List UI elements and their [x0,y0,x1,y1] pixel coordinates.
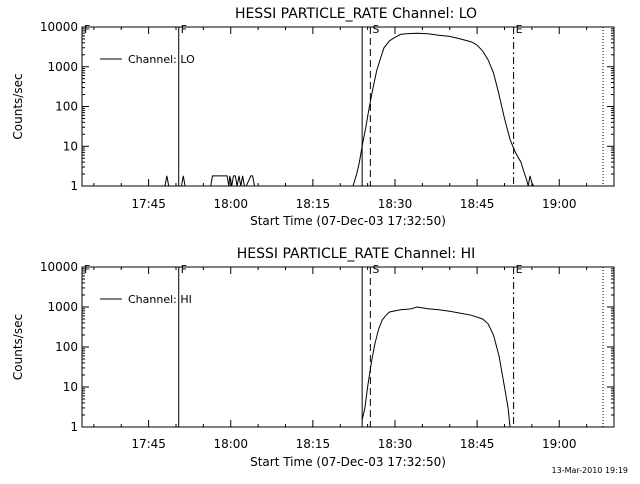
plot-frame [81,266,615,428]
y-tick-label: 1 [70,420,78,434]
y-tick-label: 100 [55,100,78,114]
x-tick-label: 19:00 [542,437,577,451]
x-axis-label: Start Time (07-Dec-03 17:32:50) [250,214,446,228]
x-tick-label: 18:00 [213,197,248,211]
y-tick-label: 10000 [40,20,78,34]
chart-title: HESSI PARTICLE_RATE Channel: HI [237,246,475,262]
y-axis-label: Counts/sec [11,73,25,139]
x-tick-label: 18:30 [378,437,413,451]
series-line [164,32,535,187]
event-marker-label: E [516,263,523,276]
event-marker-label: S [372,23,379,36]
x-tick-label: 18:00 [213,437,248,451]
y-tick-label: 10000 [40,260,78,274]
y-tick-label: 1 [70,179,78,193]
y-tick-label: 10 [63,139,78,153]
event-marker-label: F [181,263,187,276]
x-tick-label: 19:00 [542,197,577,211]
x-tick-label: 18:45 [460,197,495,211]
event-marker-label: S [372,263,379,276]
chart-title: HESSI PARTICLE_RATE Channel: LO [235,6,477,22]
hi-channel-panel: HESSI PARTICLE_RATE Channel: HI Start Tim… [11,246,615,469]
x-tick-label: 18:45 [460,437,495,451]
y-tick-label: 10 [63,380,78,394]
x-tick-label: 18:30 [378,197,413,211]
footer-timestamp: 13-Mar-2010 19:19 [552,466,629,475]
x-tick-label: 17:45 [131,197,166,211]
plot-frame [81,26,615,187]
event-marker-label: E [516,23,523,36]
event-marker-label: F [181,23,187,36]
y-tick-label: 1000 [47,300,78,314]
x-tick-label: 18:15 [296,197,331,211]
event-marker-label: F [84,23,90,36]
legend-label: Channel: LO [128,53,195,66]
event-marker-label: F [84,263,90,276]
lo-channel-panel: HESSI PARTICLE_RATE Channel: LO Start Tim… [11,6,615,228]
x-tick-label: 17:45 [131,437,166,451]
y-tick-label: 1000 [47,60,78,74]
legend-label: Channel: HI [128,293,192,306]
x-tick-label: 18:15 [296,437,331,451]
y-axis-label: Counts/sec [11,314,25,380]
y-tick-label: 100 [55,340,78,354]
x-axis-label: Start Time (07-Dec-03 17:32:50) [250,455,446,469]
series-line [361,306,511,428]
